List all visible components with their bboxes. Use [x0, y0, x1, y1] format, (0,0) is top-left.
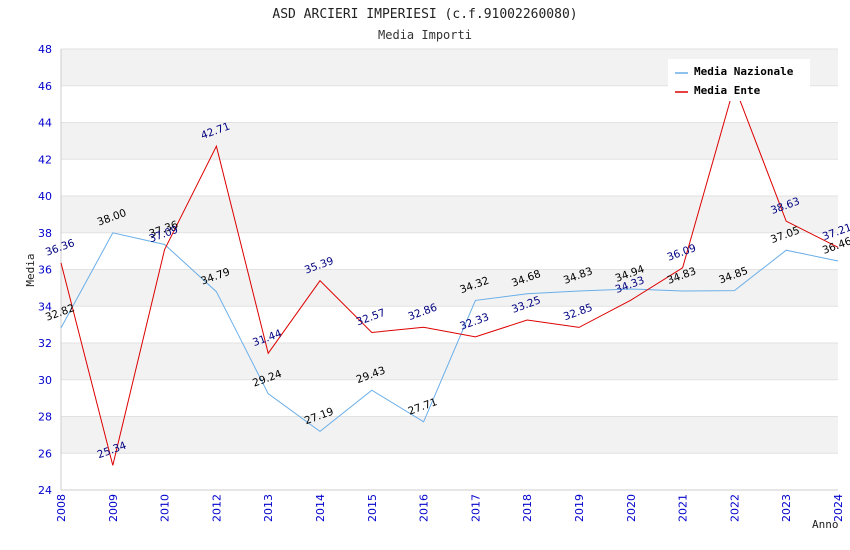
data-label: 32.57 [355, 307, 387, 329]
x-tick-label: 2008 [55, 494, 68, 522]
y-tick-label: 34 [38, 300, 52, 313]
grid-band [61, 196, 838, 233]
y-tick-label: 36 [38, 264, 52, 277]
y-tick-label: 28 [38, 411, 52, 424]
x-tick-label: 2010 [159, 494, 172, 522]
x-tick-label: 2016 [418, 494, 431, 522]
y-tick-label: 40 [38, 190, 52, 203]
legend-label-media-nazionale: Media Nazionale [694, 65, 794, 78]
data-label: 36.09 [666, 242, 698, 264]
x-tick-label: 2024 [832, 494, 845, 522]
series-line-media-nazionale [60, 232, 839, 433]
legend: Media Nazionale Media Ente [668, 59, 810, 101]
y-tick-label: 48 [38, 43, 52, 56]
grid-band [61, 122, 838, 160]
data-label: 32.33 [458, 311, 490, 333]
grid-band [61, 269, 838, 307]
y-tick-label: 44 [38, 117, 52, 130]
x-tick-label: 2020 [625, 494, 638, 522]
y-tick-label: 24 [38, 484, 52, 497]
y-tick-label: 38 [38, 227, 52, 240]
grid-bands [61, 49, 838, 454]
y-tick-labels: 24 26 28 30 32 34 36 38 40 42 44 46 48 [38, 43, 52, 497]
y-tick-label: 46 [38, 80, 52, 93]
legend-box [668, 59, 810, 101]
x-tick-label: 2021 [677, 494, 690, 522]
y-tick-label: 32 [38, 337, 52, 350]
data-label: 36.36 [44, 237, 77, 259]
x-tick-label: 2012 [210, 494, 223, 522]
grid-band [61, 416, 838, 454]
y-axis-label: Media [24, 253, 37, 286]
series-group [60, 84, 839, 466]
x-tick-labels: 2008 2009 2010 2012 2013 2014 2015 2016 2017 2018… [55, 494, 845, 522]
x-tick-label: 2013 [262, 494, 275, 522]
x-tick-label: 2023 [780, 494, 793, 522]
x-tick-label: 2022 [728, 494, 741, 522]
x-tick-label: 2017 [469, 494, 482, 522]
x-tick-label: 2018 [521, 494, 534, 522]
y-tick-label: 26 [38, 447, 52, 460]
x-tick-label: 2019 [573, 494, 586, 522]
chart-subtitle: Media Importi [378, 28, 472, 42]
x-tick-label: 2014 [314, 494, 327, 522]
x-tick-label: 2015 [366, 494, 379, 522]
x-tick-label: 2009 [107, 494, 120, 522]
series-line-media-ente [60, 84, 839, 466]
x-axis-label: Anno [812, 518, 839, 531]
data-label: 27.71 [407, 396, 439, 418]
chart-title: ASD ARCIERI IMPERIESI (c.f.91002260080) [272, 7, 577, 22]
y-tick-label: 42 [38, 153, 52, 166]
axes [60, 49, 838, 491]
y-tick-label: 30 [38, 374, 52, 387]
legend-label-media-ente: Media Ente [694, 84, 761, 97]
